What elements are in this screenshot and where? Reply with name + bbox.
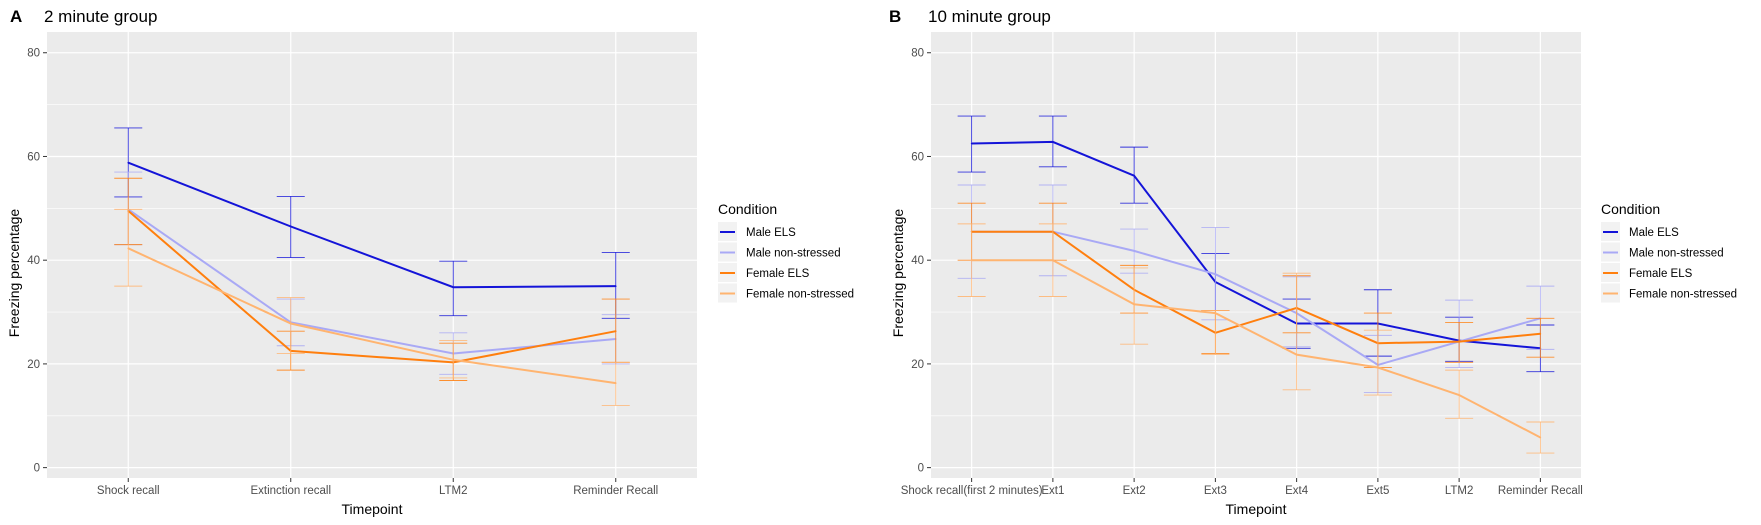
legend-label: Female non-stressed	[1629, 289, 1737, 301]
y-tick-label: 40	[911, 255, 924, 267]
x-tick-label: LTM2	[1445, 485, 1474, 497]
legend-label: Male non-stressed	[746, 248, 841, 260]
x-axis-title: Timepoint	[342, 501, 403, 517]
panel-b: B 10 minute group Timepoint Freezing per…	[889, 7, 1737, 517]
x-tick-label: Ext3	[1204, 485, 1227, 497]
series-line	[127, 210, 616, 364]
series-line	[971, 230, 1541, 366]
series	[957, 223, 1555, 454]
chart-title: 2 minute group	[44, 7, 157, 26]
y-tick-label: 60	[911, 151, 924, 163]
y-tick-label: 20	[27, 359, 40, 371]
plot-background	[47, 32, 697, 478]
legend: Male ELS Male non-stressed Female ELS Femal…	[1601, 222, 1737, 303]
x-tick-label: Reminder Recall	[573, 485, 658, 497]
series-line	[971, 230, 1541, 345]
x-tick-label: Ext5	[1366, 485, 1389, 497]
series	[114, 208, 630, 406]
plot-area: 0 20 40 60 80 Shock recall Extinction recall LT…	[27, 32, 697, 497]
plot-background	[931, 32, 1581, 478]
x-tick-label: Shock recall	[97, 485, 160, 497]
x-tick-label: Ext2	[1123, 485, 1146, 497]
panel-letter: B	[889, 7, 901, 26]
series-line	[127, 247, 616, 385]
y-tick-label: 40	[27, 255, 40, 267]
legend-label: Male ELS	[1629, 227, 1679, 239]
y-tick-label: 80	[27, 48, 40, 60]
legend: Male ELS Male non-stressed Female ELS Femal…	[718, 222, 854, 303]
panel-letter: A	[10, 7, 22, 26]
panel-a: A 2 minute group Timepoint Freezing perc…	[6, 7, 854, 517]
legend-title: Condition	[718, 201, 777, 217]
x-tick-label: Extinction recall	[250, 485, 331, 497]
series-line	[971, 259, 1541, 439]
y-tick-label: 80	[911, 48, 924, 60]
legend-label: Female ELS	[1629, 268, 1693, 280]
y-tick-label: 0	[918, 463, 924, 475]
y-tick-label: 60	[27, 151, 40, 163]
legend-label: Female non-stressed	[746, 289, 854, 301]
x-tick-label: Ext4	[1285, 485, 1309, 497]
x-tick-label: Shock recall(first 2 minutes)	[901, 485, 1043, 497]
y-tick-label: 0	[34, 463, 40, 475]
chart-title: 10 minute group	[928, 7, 1051, 26]
x-axis-title: Timepoint	[1226, 501, 1287, 517]
legend-label: Female ELS	[746, 268, 810, 280]
y-axis-title: Freezing percentage	[890, 209, 906, 338]
legend-label: Male non-stressed	[1629, 248, 1724, 260]
legend-label: Male ELS	[746, 227, 796, 239]
x-tick-label: Ext1	[1041, 485, 1064, 497]
series-line	[971, 140, 1541, 350]
x-tick-label: LTM2	[439, 485, 468, 497]
x-tick-label: Reminder Recall	[1498, 485, 1583, 497]
series-line	[127, 161, 616, 289]
y-axis-title: Freezing percentage	[6, 209, 22, 338]
y-tick-label: 20	[911, 359, 924, 371]
legend-title: Condition	[1601, 201, 1660, 217]
